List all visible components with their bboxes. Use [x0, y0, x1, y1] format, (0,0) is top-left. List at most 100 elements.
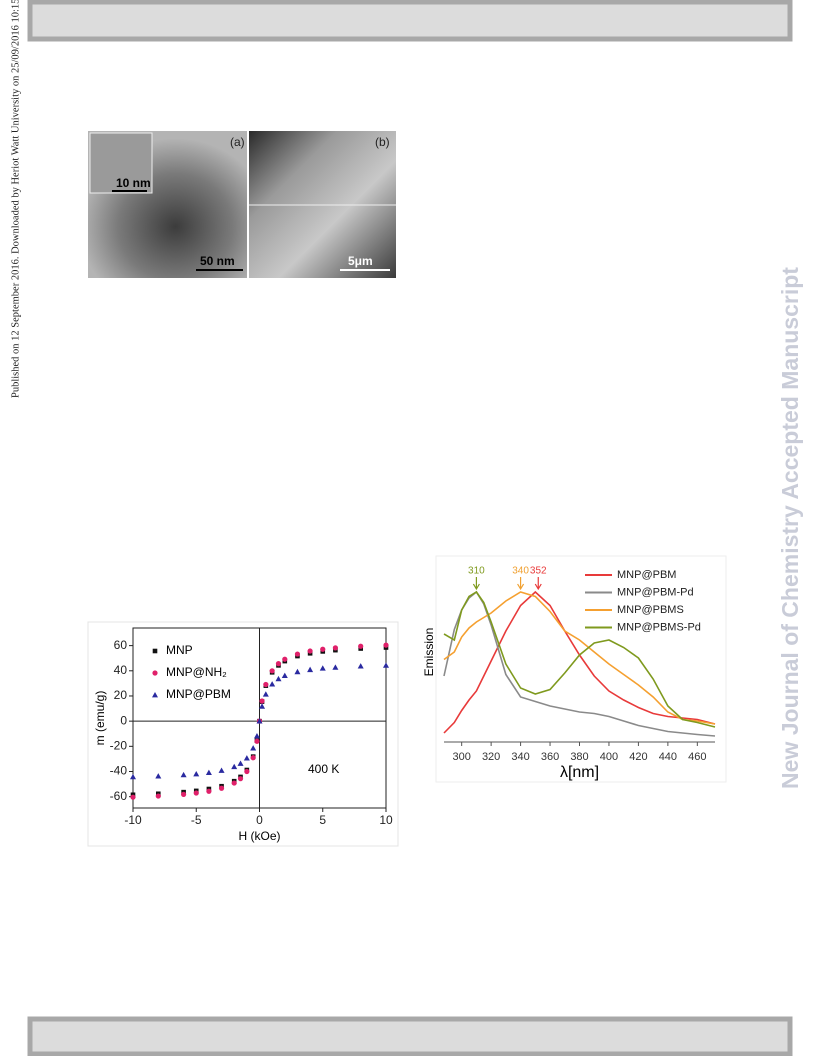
peak-label: 352 — [530, 566, 547, 577]
data-point — [130, 794, 136, 800]
x-tick-label: 5 — [319, 813, 326, 827]
data-point — [307, 648, 313, 654]
data-point — [250, 755, 256, 761]
micrograph-figure: (a) (b) 10 nm 50 nm 5μm — [88, 131, 396, 278]
data-point — [358, 643, 364, 649]
emission-line — [443, 590, 716, 734]
x-tick-label: 460 — [688, 751, 706, 763]
peak-arrow — [534, 577, 542, 591]
y-axis-label: m (emu/g) — [93, 691, 107, 746]
scale-label: 5μm — [348, 254, 373, 268]
emission-line — [443, 591, 716, 725]
y-tick-label: 0 — [120, 713, 127, 727]
data-point — [253, 733, 260, 739]
data-point — [262, 691, 269, 697]
data-point — [319, 665, 326, 671]
data-point — [193, 790, 199, 796]
data-point — [155, 773, 162, 779]
y-tick-label: -40 — [110, 764, 128, 778]
x-tick-label: 300 — [452, 751, 470, 763]
data-point — [332, 664, 339, 670]
data-point — [307, 666, 314, 673]
y-tick-label: 40 — [114, 663, 128, 677]
data-point — [244, 768, 250, 775]
annotation: 400 K — [308, 762, 339, 776]
figure-frame — [87, 621, 399, 847]
x-tick-label: -10 — [124, 813, 142, 827]
tem-inset — [89, 132, 153, 194]
x-tick-label: 320 — [482, 751, 500, 763]
peak-label: 340 — [512, 566, 529, 577]
data-point — [205, 769, 212, 776]
data-point — [269, 681, 276, 687]
y-tick-label: -60 — [110, 789, 128, 803]
data-point — [254, 738, 260, 744]
data-point — [218, 785, 225, 791]
data-point — [256, 718, 263, 724]
legend-label: MNP@PBMS — [617, 604, 684, 616]
data-point — [294, 651, 301, 657]
data-point — [383, 662, 389, 668]
data-point — [206, 788, 212, 794]
data-point — [152, 648, 158, 654]
legend-label: MNP — [166, 643, 193, 657]
footer-bar — [27, 1016, 793, 1056]
data-point — [383, 642, 389, 648]
data-point — [282, 656, 288, 662]
header-bar — [27, 0, 793, 42]
y-tick-label: -20 — [110, 738, 128, 752]
legend-label: MNP@PBMS-Pd — [617, 621, 701, 633]
legend-label: MNP@PBM — [617, 569, 676, 581]
emission-line — [443, 590, 716, 728]
x-tick-label: 340 — [511, 751, 529, 763]
scale-label: 50 nm — [200, 254, 235, 268]
x-tick-label: 360 — [541, 751, 559, 763]
x-axis-label: λ[nm] — [560, 764, 599, 781]
panel-label: (b) — [375, 135, 390, 149]
data-point — [320, 646, 326, 652]
data-point — [180, 771, 187, 778]
published-note: Published on 12 September 2016. Download… — [10, 0, 21, 398]
data-point — [259, 698, 265, 704]
data-point — [294, 668, 301, 675]
data-point — [218, 767, 225, 773]
legend-label: MNP@PBM-Pd — [617, 586, 694, 598]
data-point — [152, 670, 158, 676]
data-point — [237, 760, 244, 766]
data-point — [155, 793, 161, 799]
watermark: New Journal of Chemistry Accepted Manusc… — [777, 267, 803, 789]
x-tick-label: 400 — [600, 751, 618, 763]
peak-arrow — [472, 577, 480, 591]
data-point — [130, 773, 136, 780]
y-tick-label: 60 — [114, 638, 128, 652]
data-point — [259, 703, 266, 709]
figure-frame — [435, 555, 727, 783]
x-axis-label: H (kOe) — [239, 829, 281, 843]
data-point — [263, 681, 269, 688]
x-tick-label: 420 — [629, 751, 647, 763]
data-point — [231, 780, 237, 786]
legend-label: MNP@PBM — [166, 687, 231, 701]
data-point — [275, 661, 282, 667]
x-tick-label: 0 — [256, 813, 263, 827]
x-tick-label: 10 — [379, 813, 393, 827]
data-point — [181, 791, 187, 798]
panel-label: (a) — [230, 135, 245, 149]
y-tick-label: 20 — [114, 688, 128, 702]
data-point — [193, 771, 200, 777]
data-point — [357, 663, 364, 669]
data-point — [231, 763, 238, 770]
data-point — [332, 645, 338, 651]
data-point — [281, 672, 288, 678]
y-axis-label: Emission — [422, 628, 436, 677]
x-tick-label: -5 — [191, 813, 202, 827]
peak-label: 310 — [468, 566, 485, 577]
legend-label: MNP@NH₂ — [166, 665, 227, 679]
x-tick-label: 440 — [659, 751, 677, 763]
scale-label: 10 nm — [116, 176, 151, 190]
data-point — [243, 755, 250, 761]
data-point — [152, 692, 158, 698]
data-point — [250, 745, 257, 751]
data-point — [237, 776, 244, 782]
